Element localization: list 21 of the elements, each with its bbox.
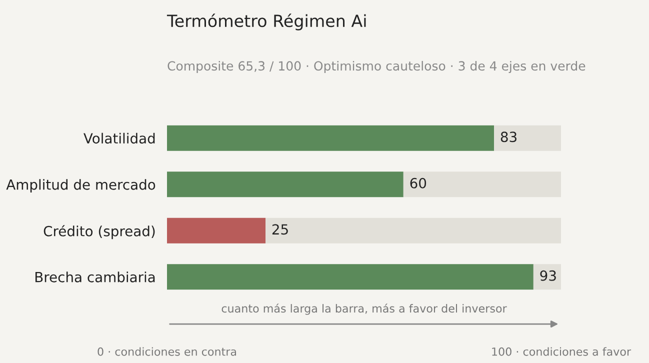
chart-title: Termómetro Régimen Ai bbox=[166, 14, 366, 30]
y-tick-label: Volatilidad bbox=[84, 132, 155, 144]
data-label: 93 bbox=[540, 270, 556, 281]
bar bbox=[167, 264, 534, 290]
bar bbox=[167, 218, 266, 244]
x-tick-label: 0 · condiciones en contra bbox=[98, 347, 236, 356]
y-tick-label: Brecha cambiaria bbox=[35, 272, 155, 282]
x-axis-title: cuanto más larga la barra, más a favor del inversor bbox=[222, 304, 507, 315]
bar bbox=[167, 125, 494, 151]
data-label: 60 bbox=[410, 178, 426, 188]
bar bbox=[266, 218, 561, 244]
bar bbox=[167, 172, 404, 198]
bar bbox=[494, 125, 561, 151]
data-label: 83 bbox=[500, 132, 516, 142]
data-label: 25 bbox=[272, 224, 288, 235]
bar bbox=[403, 172, 561, 198]
y-tick-label: Amplitud de mercado bbox=[6, 179, 156, 193]
y-tick-label: Crédito (spread) bbox=[44, 225, 155, 240]
x-tick-label: 100 · condiciones a favor bbox=[492, 347, 632, 356]
chart-subtitle: Composite 65,3 / 100 · Optimismo cauteloso · 3 de 4 ejes en verde bbox=[168, 60, 586, 74]
bar bbox=[533, 264, 561, 290]
